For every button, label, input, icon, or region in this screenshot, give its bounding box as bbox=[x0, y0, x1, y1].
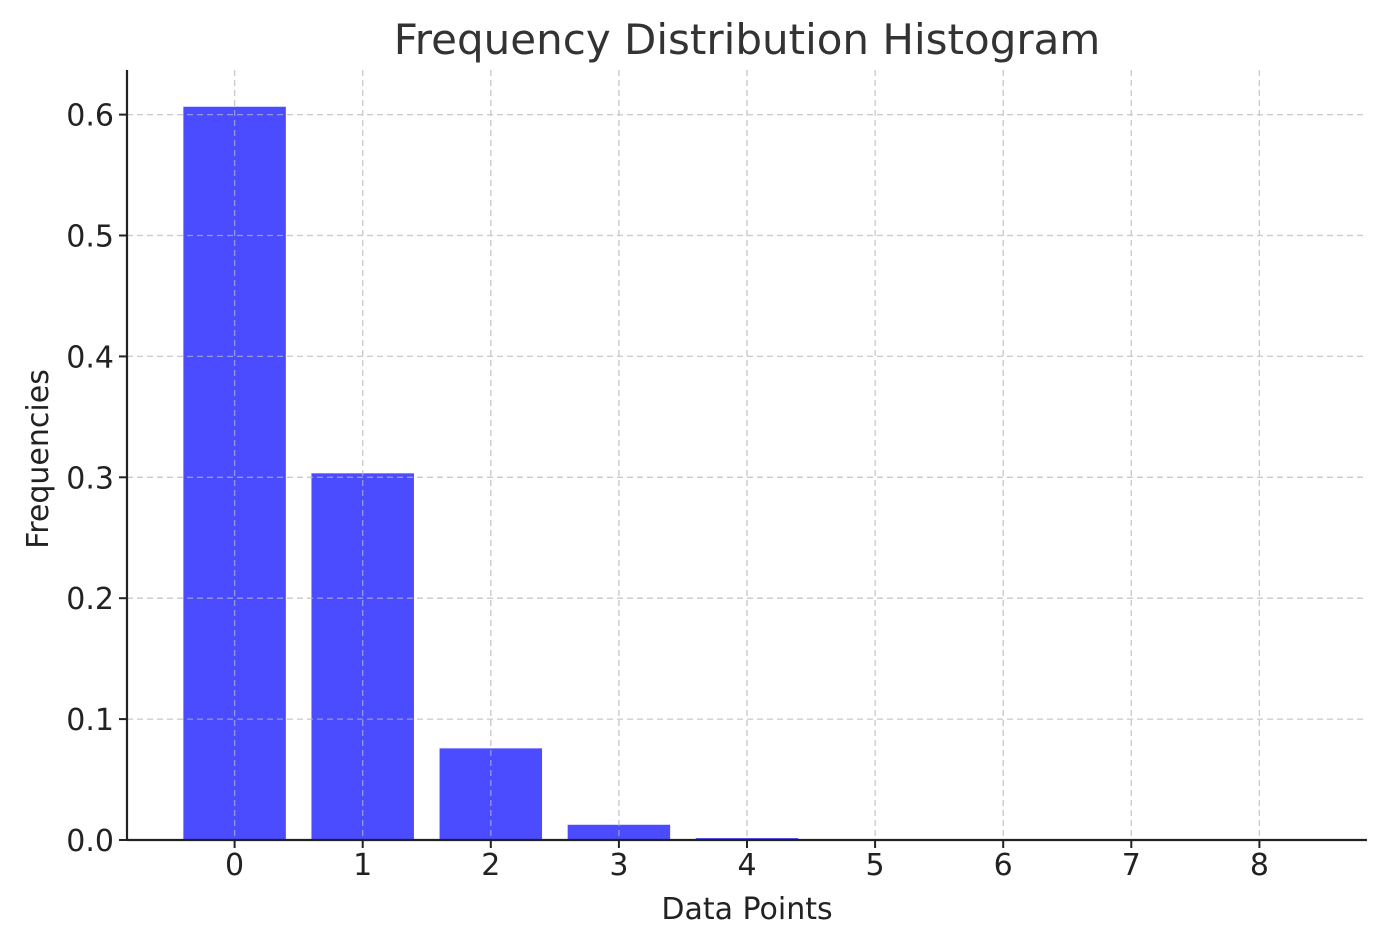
x-tick-label: 2 bbox=[481, 848, 500, 883]
y-tick-label: 0.4 bbox=[66, 340, 114, 375]
y-tick-label: 0.3 bbox=[66, 461, 114, 496]
x-tick-label: 0 bbox=[225, 848, 244, 883]
x-tick-label: 8 bbox=[1250, 848, 1269, 883]
y-tick-label: 0.0 bbox=[66, 824, 114, 859]
y-tick-label: 0.1 bbox=[66, 703, 114, 738]
x-axis-label: Data Points bbox=[661, 892, 832, 927]
y-tick-label: 0.6 bbox=[66, 99, 114, 134]
y-axis-label: Frequencies bbox=[21, 369, 56, 549]
y-tick-label: 0.5 bbox=[66, 220, 114, 255]
y-tick-label: 0.2 bbox=[66, 582, 114, 617]
x-tick-label: 3 bbox=[609, 848, 628, 883]
x-tick-label: 5 bbox=[866, 848, 885, 883]
x-tick-label: 7 bbox=[1122, 848, 1141, 883]
x-tick-label: 6 bbox=[994, 848, 1013, 883]
x-tick-label: 1 bbox=[353, 848, 372, 883]
x-tick-label: 4 bbox=[737, 848, 756, 883]
chart-title: Frequency Distribution Histogram bbox=[394, 15, 1101, 64]
bars-layer bbox=[127, 70, 1367, 840]
